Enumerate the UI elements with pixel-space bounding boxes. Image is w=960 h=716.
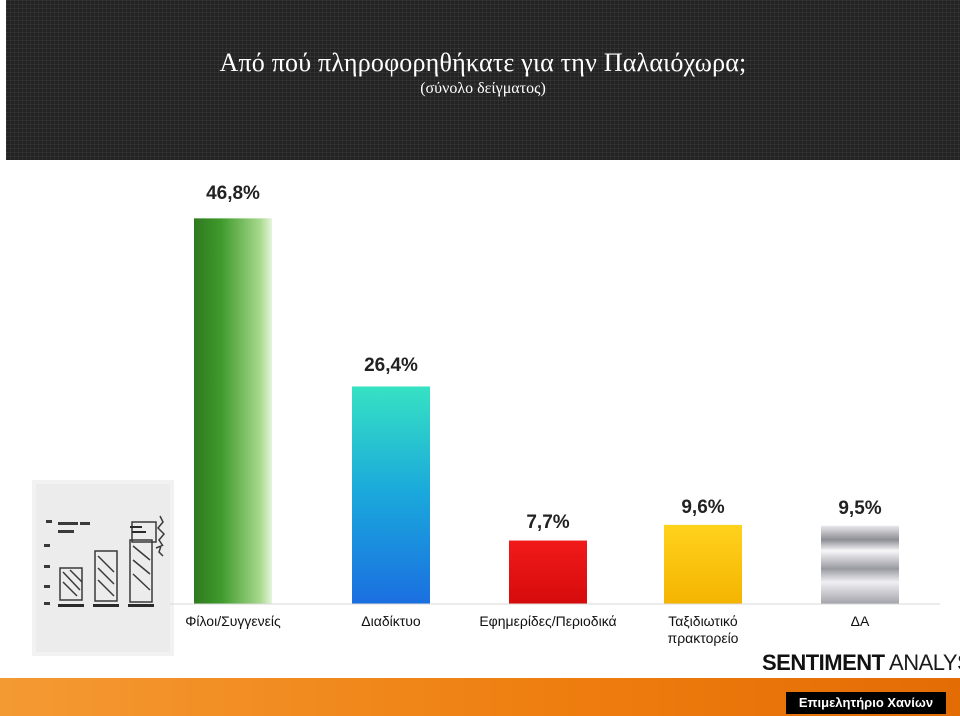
bar [352,386,430,604]
brand-logo-bold: SENTIMENT [762,650,885,675]
category-label: Ταξιδιωτικό [668,613,738,629]
data-label: 46,8% [206,183,260,204]
chart-title: Από πού πληροφορηθήκατε για την Παλαιόχω… [219,48,747,77]
brand-logo: SENTIMENT ANALYSIS [762,650,960,676]
category-label: ΔΑ [851,613,870,629]
data-label: 7,7% [526,512,569,533]
bar [509,540,587,604]
data-label: 9,6% [681,497,724,518]
data-label: 9,5% [838,498,881,519]
data-label: 26,4% [364,355,418,376]
category-label: Φίλοι/Συγγενείς [185,613,281,629]
bar [821,525,899,604]
bar-chart: 46,8% 26,4% 7,7% 9,6% 9,5% Φίλοι/Συγγενε… [32,183,940,656]
brand-logo-light: ANALYSIS [889,650,960,675]
bar [664,524,742,604]
category-label: Εφημερίδες/Περιοδικά [479,613,616,629]
bar [194,218,272,605]
category-label: Διαδίκτυο [361,613,421,629]
footer-label: Επιμελητήριο Χανίων [786,692,946,714]
header-banner: Από πού πληροφορηθήκατε για την Παλαιόχω… [6,0,960,160]
category-label: πρακτορείο [668,630,739,646]
chart-subtitle: (σύνολο δείγματος) [420,80,546,97]
chart-sketch-illustration [32,480,174,656]
